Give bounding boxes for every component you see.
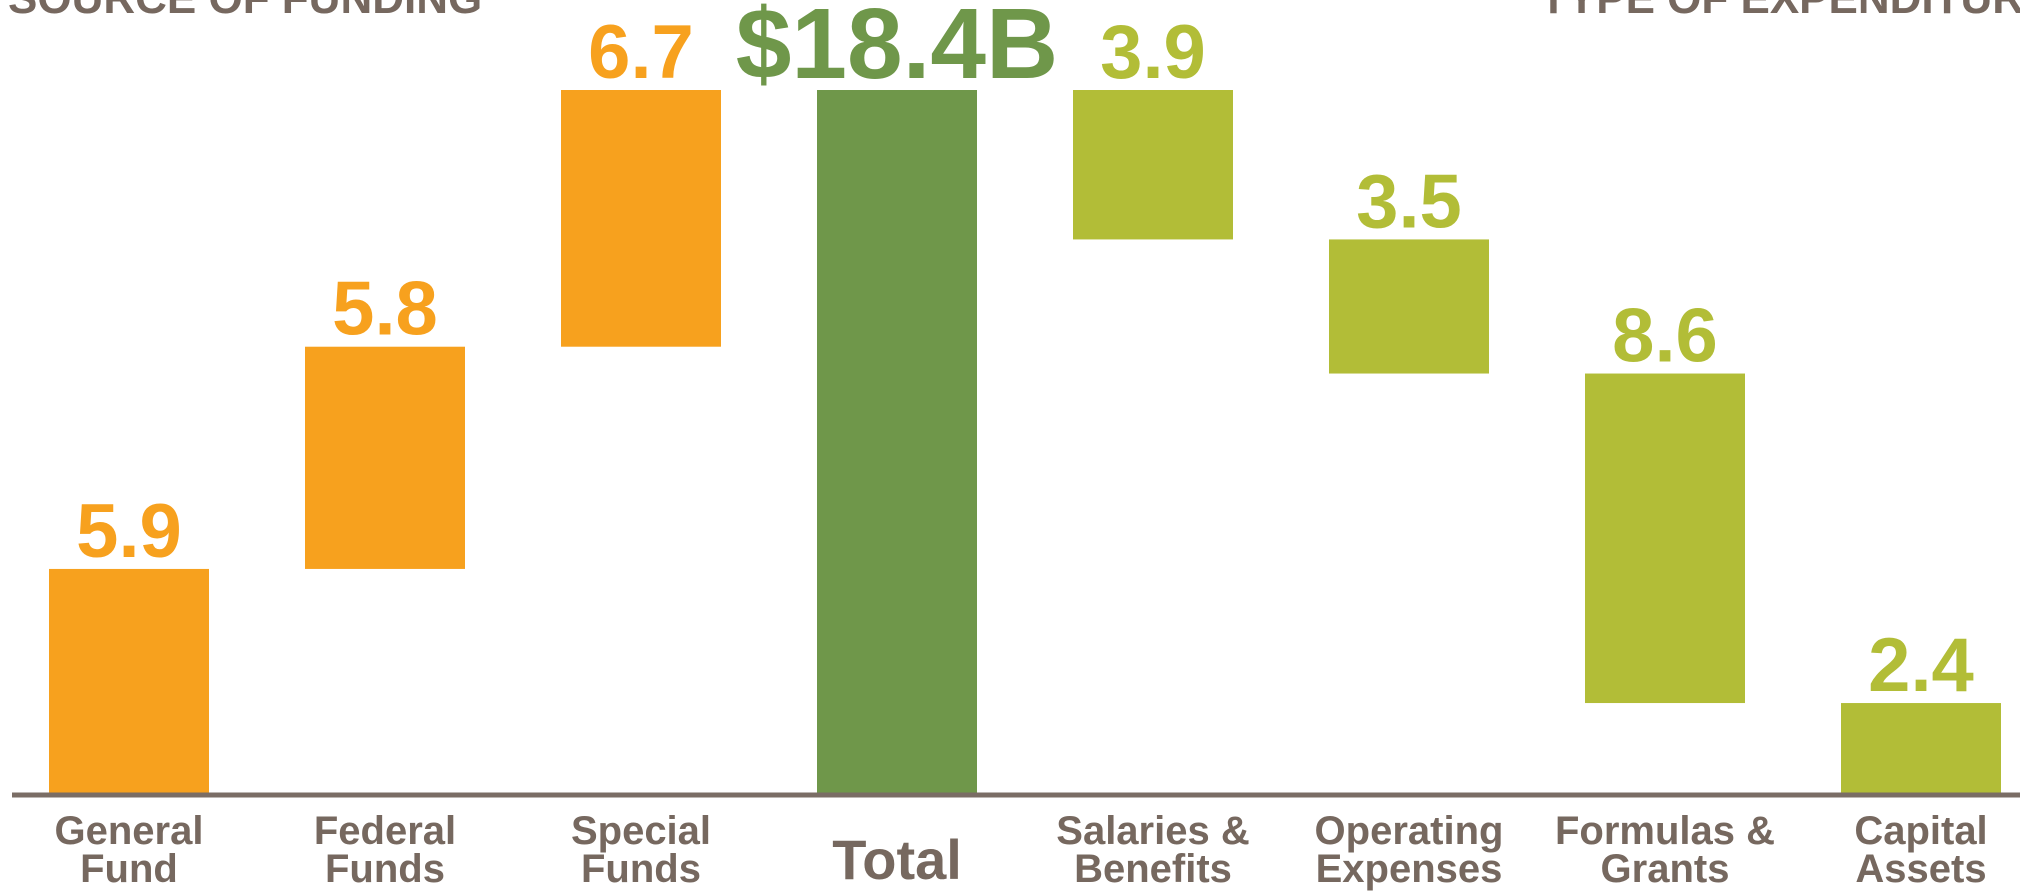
value-label: 8.6 — [1612, 294, 1718, 379]
category-label: Operating Expenses — [1314, 809, 1504, 891]
bar — [1329, 239, 1489, 374]
bar — [817, 90, 977, 795]
value-label: $18.4B — [736, 0, 1058, 100]
expenditure-heading: TYPE OF EXPENDITURE — [1540, 0, 2020, 23]
category-label: Total — [832, 828, 962, 891]
bar — [1841, 703, 2001, 795]
value-label: 5.9 — [76, 489, 182, 574]
bar — [561, 90, 721, 347]
category-label: Federal Funds — [313, 809, 457, 891]
category-label: Formulas & Grants — [1554, 809, 1776, 891]
category-label: General Fund — [54, 809, 204, 891]
source-heading: SOURCE OF FUNDING — [8, 0, 482, 23]
bar — [1073, 90, 1233, 240]
value-label: 5.8 — [332, 267, 438, 352]
value-label: 3.5 — [1356, 159, 1462, 244]
category-label: Special Funds — [570, 809, 712, 891]
bar — [49, 568, 209, 795]
category-label: Capital Assets — [1854, 809, 1988, 891]
category-label: Salaries & Benefits — [1056, 809, 1250, 891]
bar — [1585, 373, 1745, 704]
value-label: 3.9 — [1100, 10, 1206, 95]
value-label: 2.4 — [1868, 623, 1974, 708]
bar — [305, 346, 465, 569]
value-label: 6.7 — [588, 10, 694, 95]
